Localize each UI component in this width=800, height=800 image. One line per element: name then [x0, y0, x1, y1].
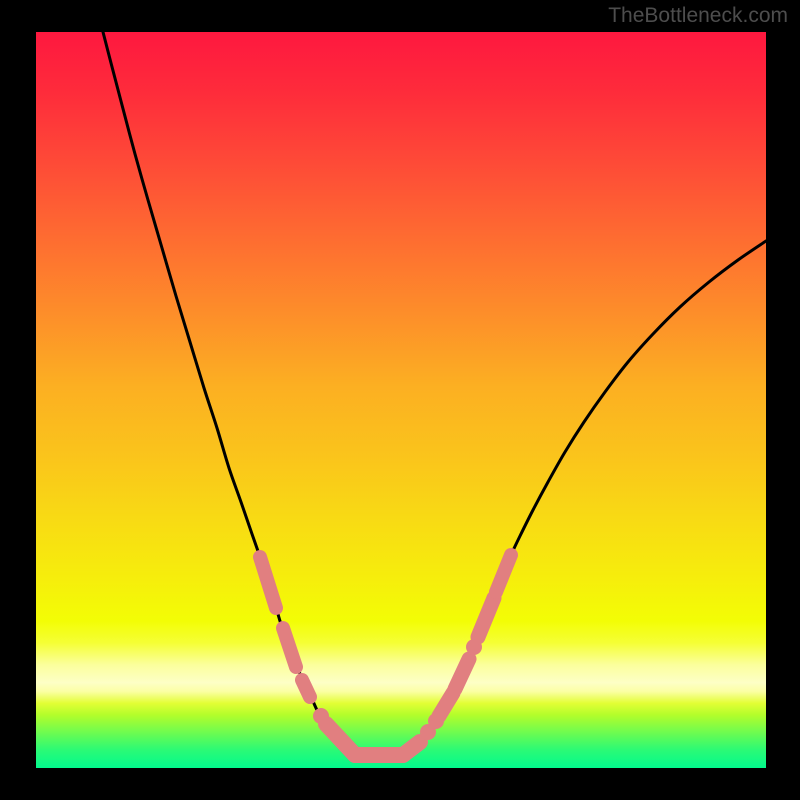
chart-gradient-bg — [36, 32, 766, 768]
chart-svg — [0, 0, 800, 800]
pink-segment — [302, 680, 310, 697]
pink-segment — [403, 742, 420, 755]
watermark-text: TheBottleneck.com — [608, 4, 788, 28]
chart-stage: TheBottleneck.com — [0, 0, 800, 800]
